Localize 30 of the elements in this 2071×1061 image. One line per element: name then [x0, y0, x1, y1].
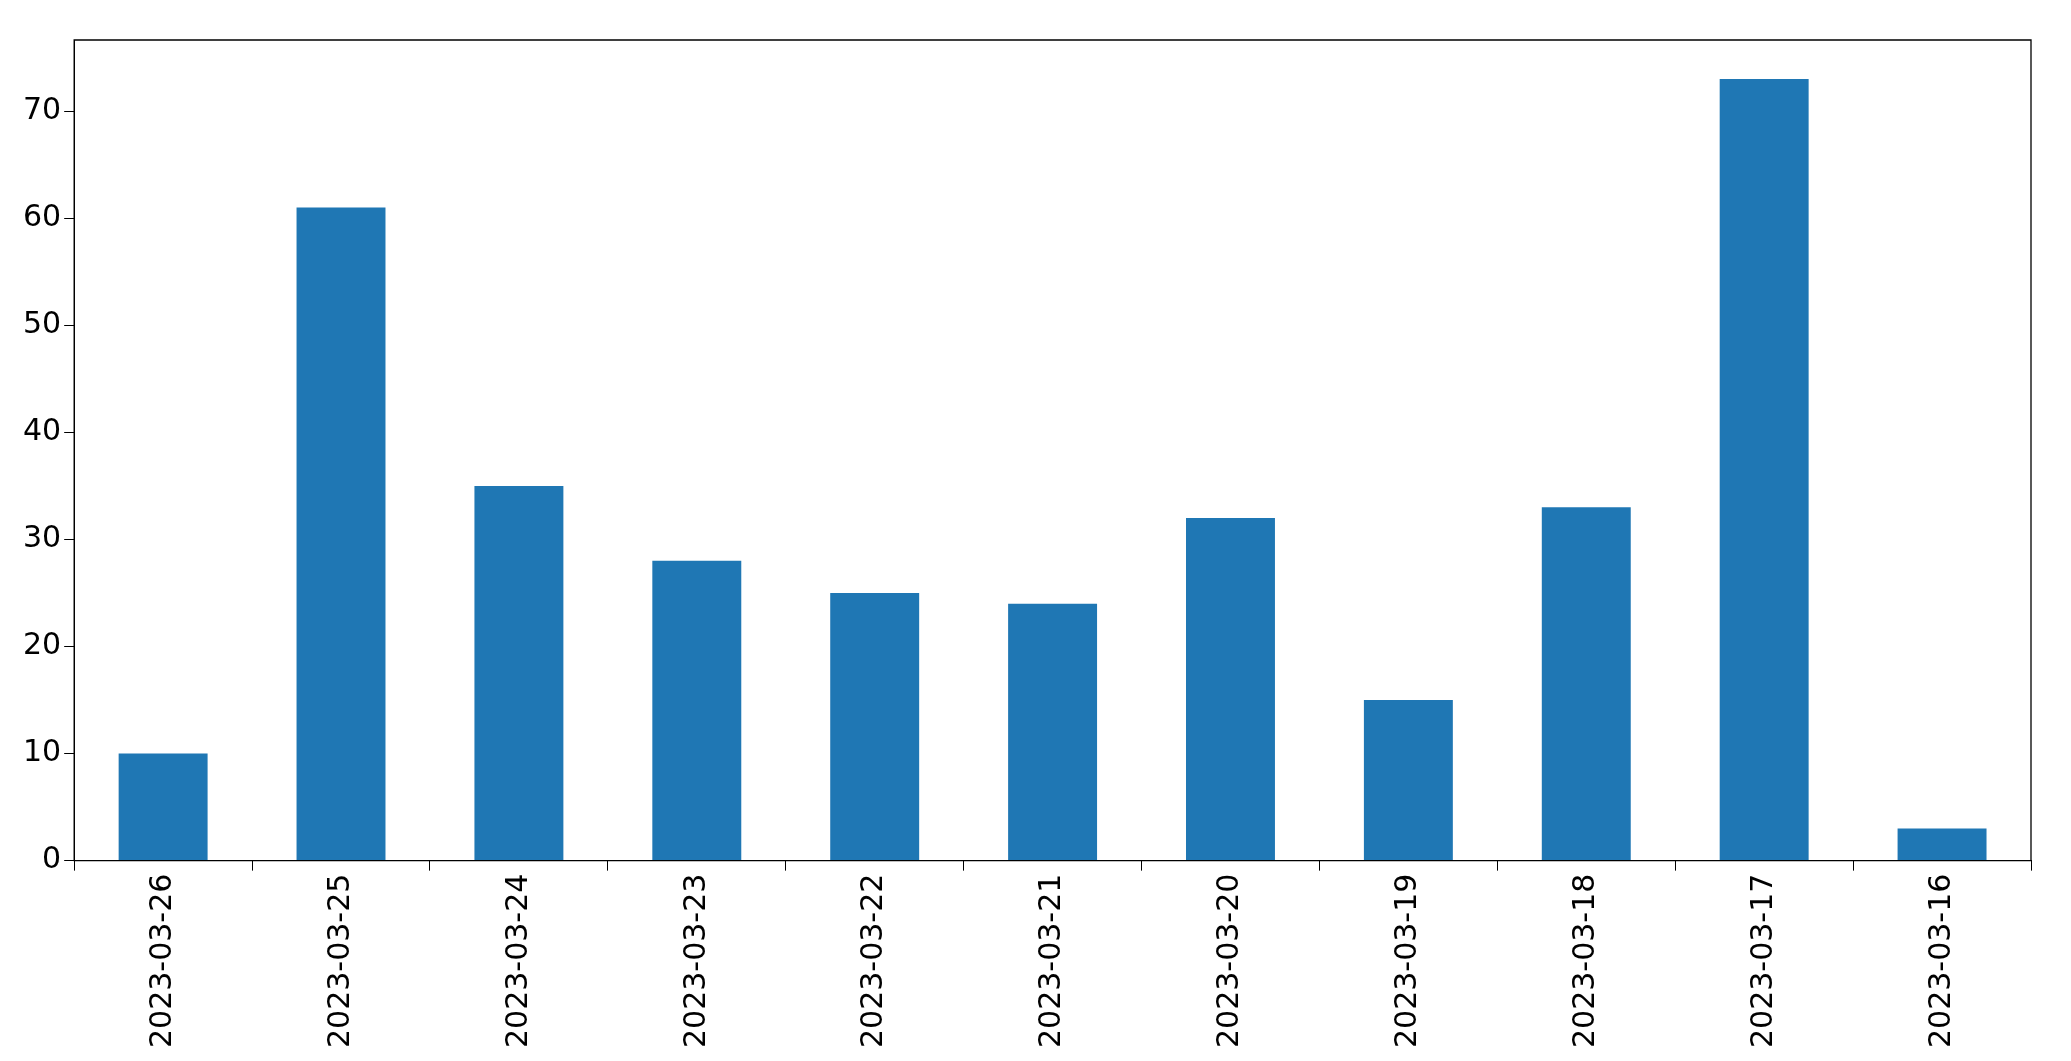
- y-tick-label: 20: [22, 626, 62, 662]
- y-tick-label: 30: [22, 519, 62, 555]
- y-tick-label: 0: [42, 840, 62, 876]
- bar: [296, 207, 386, 861]
- bar: [474, 485, 564, 861]
- x-tick-label: 2023-03-26: [142, 873, 178, 1049]
- x-tick-label: 2023-03-24: [498, 873, 534, 1049]
- y-tick-label: 70: [22, 91, 62, 126]
- x-tick-label: 2023-03-20: [1210, 873, 1246, 1049]
- y-tick-label: 10: [22, 733, 62, 769]
- x-tick-label: 2023-03-22: [854, 873, 890, 1049]
- x-tick-label: 2023-03-23: [676, 873, 712, 1049]
- bar: [1897, 828, 1987, 861]
- y-tick-label: 60: [22, 198, 62, 234]
- bar: [1186, 518, 1275, 861]
- x-tick-label: 2023-03-18: [1566, 873, 1602, 1049]
- x-tick-label: 2023-03-25: [320, 873, 356, 1049]
- bar: [1363, 700, 1453, 861]
- bar: [830, 592, 920, 861]
- bar: [1541, 507, 1631, 861]
- x-tick-label: 2023-03-17: [1743, 873, 1779, 1049]
- x-tick-label: 2023-03-21: [1032, 873, 1068, 1049]
- bar: [1719, 79, 1809, 861]
- bar: [118, 753, 208, 861]
- bar: [1008, 603, 1098, 861]
- y-tick-label: 50: [22, 305, 62, 341]
- x-tick-label: 2023-03-19: [1388, 873, 1424, 1049]
- bar: [652, 560, 742, 861]
- x-tick-label: 2023-03-16: [1921, 873, 1957, 1049]
- y-tick-label: 40: [22, 412, 62, 448]
